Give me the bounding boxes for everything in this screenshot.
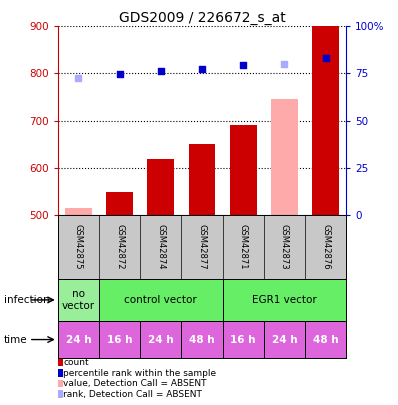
Bar	[147, 159, 174, 215]
Point	[322, 55, 329, 61]
Point	[240, 62, 246, 68]
Text: no
vector: no vector	[62, 289, 95, 311]
Bar	[271, 100, 298, 215]
Bar	[58, 279, 99, 321]
Bar	[140, 321, 181, 358]
Text: EGR1 vector: EGR1 vector	[252, 295, 317, 305]
Text: 24 h: 24 h	[271, 335, 297, 345]
Bar	[181, 321, 222, 358]
Point	[158, 68, 164, 75]
Text: rank, Detection Call = ABSENT: rank, Detection Call = ABSENT	[63, 390, 202, 399]
Bar	[230, 126, 257, 215]
Point	[75, 75, 82, 81]
Text: 48 h: 48 h	[313, 335, 338, 345]
Bar	[189, 144, 215, 215]
Bar	[222, 321, 264, 358]
Text: count: count	[63, 358, 89, 367]
Text: 48 h: 48 h	[189, 335, 215, 345]
Bar	[222, 279, 346, 321]
Text: GSM42872: GSM42872	[115, 224, 124, 270]
Title: GDS2009 / 226672_s_at: GDS2009 / 226672_s_at	[119, 11, 285, 25]
Bar	[305, 321, 346, 358]
Bar	[65, 208, 92, 215]
Text: GSM42876: GSM42876	[321, 224, 330, 270]
Bar	[99, 279, 222, 321]
Text: 24 h: 24 h	[66, 335, 91, 345]
Text: GSM42874: GSM42874	[156, 224, 165, 270]
Text: GSM42877: GSM42877	[197, 224, 207, 270]
Point	[116, 71, 123, 78]
Text: GSM42871: GSM42871	[239, 224, 248, 270]
Text: percentile rank within the sample: percentile rank within the sample	[63, 369, 217, 377]
Bar	[312, 26, 339, 215]
Text: control vector: control vector	[125, 295, 197, 305]
Text: time: time	[4, 335, 27, 345]
Text: infection: infection	[4, 295, 50, 305]
Bar	[106, 192, 133, 215]
Bar	[99, 321, 140, 358]
Text: 24 h: 24 h	[148, 335, 174, 345]
Text: 16 h: 16 h	[107, 335, 132, 345]
Text: GSM42873: GSM42873	[280, 224, 289, 270]
Text: GSM42875: GSM42875	[74, 224, 83, 270]
Point	[199, 66, 205, 72]
Bar	[264, 321, 305, 358]
Point	[281, 61, 288, 67]
Text: value, Detection Call = ABSENT: value, Detection Call = ABSENT	[63, 379, 207, 388]
Text: 16 h: 16 h	[230, 335, 256, 345]
Bar	[58, 321, 99, 358]
